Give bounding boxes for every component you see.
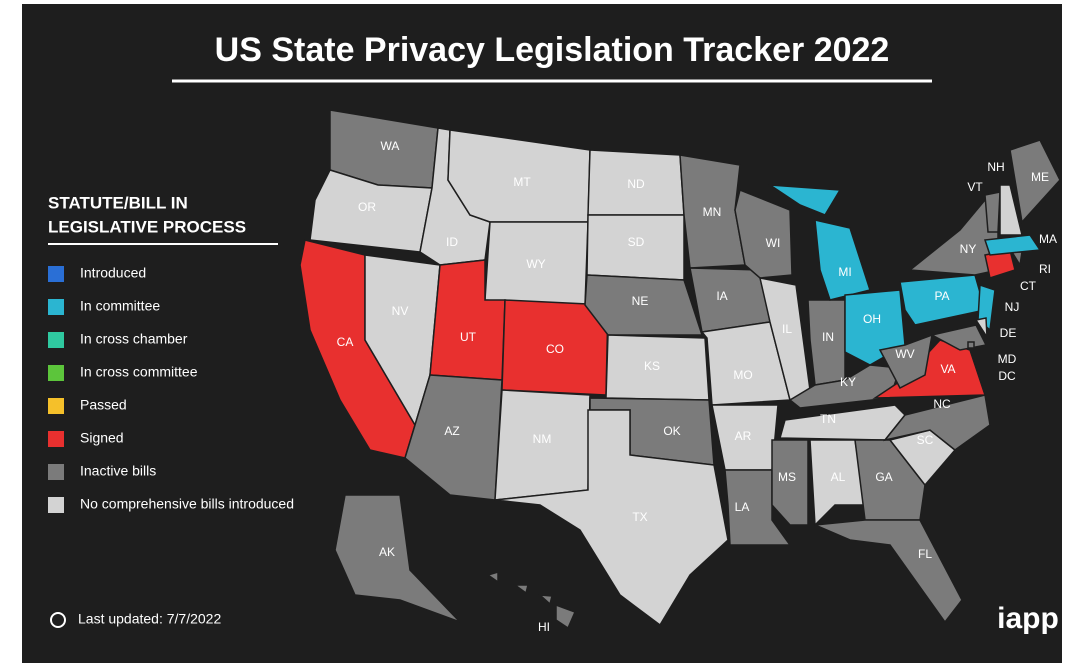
state-label: NJ [1005, 300, 1020, 314]
state-label: CO [546, 342, 564, 356]
state-label: OH [863, 312, 881, 326]
legend-heading: STATUTE/BILL IN [48, 193, 188, 212]
state-label: MI [838, 265, 851, 279]
state-label: NV [392, 304, 409, 318]
state [486, 570, 577, 630]
state [494, 409, 729, 627]
state-label: ID [446, 235, 458, 249]
state [878, 333, 933, 390]
state-label: ME [1031, 170, 1049, 184]
legend-label: Introduced [80, 265, 146, 281]
state-label: AR [735, 429, 752, 443]
state-label: MN [703, 205, 722, 219]
legend-swatch [48, 431, 64, 447]
legend: Introduced In committee In cross chamber In… [48, 265, 294, 513]
legend-label: No comprehensive bills introduced [80, 496, 294, 512]
state [967, 341, 975, 349]
state [814, 519, 963, 624]
state [974, 317, 988, 340]
last-updated: Last updated: 7/7/2022 [78, 611, 221, 627]
state-label: TN [820, 412, 836, 426]
state-label: AL [831, 470, 846, 484]
legend-swatch [48, 332, 64, 348]
state-label: MA [1039, 232, 1057, 246]
state-label: VT [967, 180, 983, 194]
legend-swatch [48, 398, 64, 414]
legend-swatch [48, 365, 64, 381]
state [788, 364, 902, 409]
state [999, 184, 1023, 236]
state-label: OK [663, 424, 680, 438]
legend-label: Signed [80, 430, 124, 446]
state-label: NM [533, 432, 552, 446]
legend-label: In cross chamber [80, 331, 188, 347]
state-label: IN [822, 330, 834, 344]
state-label: PA [934, 289, 949, 303]
state-label: MO [733, 368, 752, 382]
legend-label: In committee [80, 298, 160, 314]
state-label: IL [782, 322, 792, 336]
state [883, 394, 991, 451]
state-label: SD [628, 235, 645, 249]
state-label: MT [513, 175, 531, 189]
state [584, 274, 704, 336]
title: US State Privacy Legislation Tracker 202… [215, 31, 890, 69]
state-label: NH [987, 160, 1004, 174]
state-label: SC [917, 433, 934, 447]
state-label: WY [526, 257, 545, 271]
state-label: LA [735, 500, 750, 514]
legend-label: Inactive bills [80, 463, 156, 479]
state [689, 267, 771, 333]
state-label: ND [627, 177, 645, 191]
state-label: CA [337, 335, 354, 349]
legend-swatch [48, 464, 64, 480]
state [404, 374, 503, 501]
state-label: NE [632, 294, 649, 308]
state-label: RI [1039, 262, 1051, 276]
state-label: TX [632, 510, 647, 524]
state-label: AZ [444, 424, 459, 438]
state-label: AK [379, 545, 395, 559]
state-label: NY [960, 242, 977, 256]
state [984, 191, 1001, 233]
state-label: OR [358, 200, 376, 214]
legend-label: Passed [80, 397, 127, 413]
state-label: FL [918, 547, 932, 561]
state [899, 274, 986, 326]
state-label: MS [778, 470, 796, 484]
state-label: DE [1000, 326, 1017, 340]
refresh-icon [50, 612, 66, 628]
state-label: GA [875, 470, 892, 484]
state-label: WA [381, 139, 400, 153]
state [983, 234, 1042, 256]
logo: iapp [997, 602, 1059, 635]
state-label: KS [644, 359, 660, 373]
state-label: HI [538, 620, 550, 634]
state-label: VA [940, 362, 955, 376]
state [771, 439, 809, 526]
state-label: NC [933, 397, 951, 411]
state-label: MD [998, 352, 1017, 366]
state-label: UT [460, 330, 477, 344]
state-label: WI [766, 236, 781, 250]
state [700, 321, 791, 406]
state-label: KY [840, 375, 856, 389]
legend-swatch [48, 299, 64, 315]
state [1009, 139, 1061, 224]
state-label: CT [1020, 279, 1037, 293]
state-label: WV [895, 347, 914, 361]
state [334, 494, 461, 623]
map: WA OR CA NV ID MT WY UT CO AZ NM ND SD NE KS OK TX MN IA MO… [299, 109, 1061, 634]
state-label: DC [998, 369, 1016, 383]
legend-swatch [48, 497, 64, 513]
legend-label: In cross committee [80, 364, 198, 380]
legend-swatch [48, 266, 64, 282]
state [809, 439, 866, 527]
state-label: IA [716, 289, 727, 303]
legend-heading: LEGISLATIVE PROCESS [48, 217, 246, 236]
